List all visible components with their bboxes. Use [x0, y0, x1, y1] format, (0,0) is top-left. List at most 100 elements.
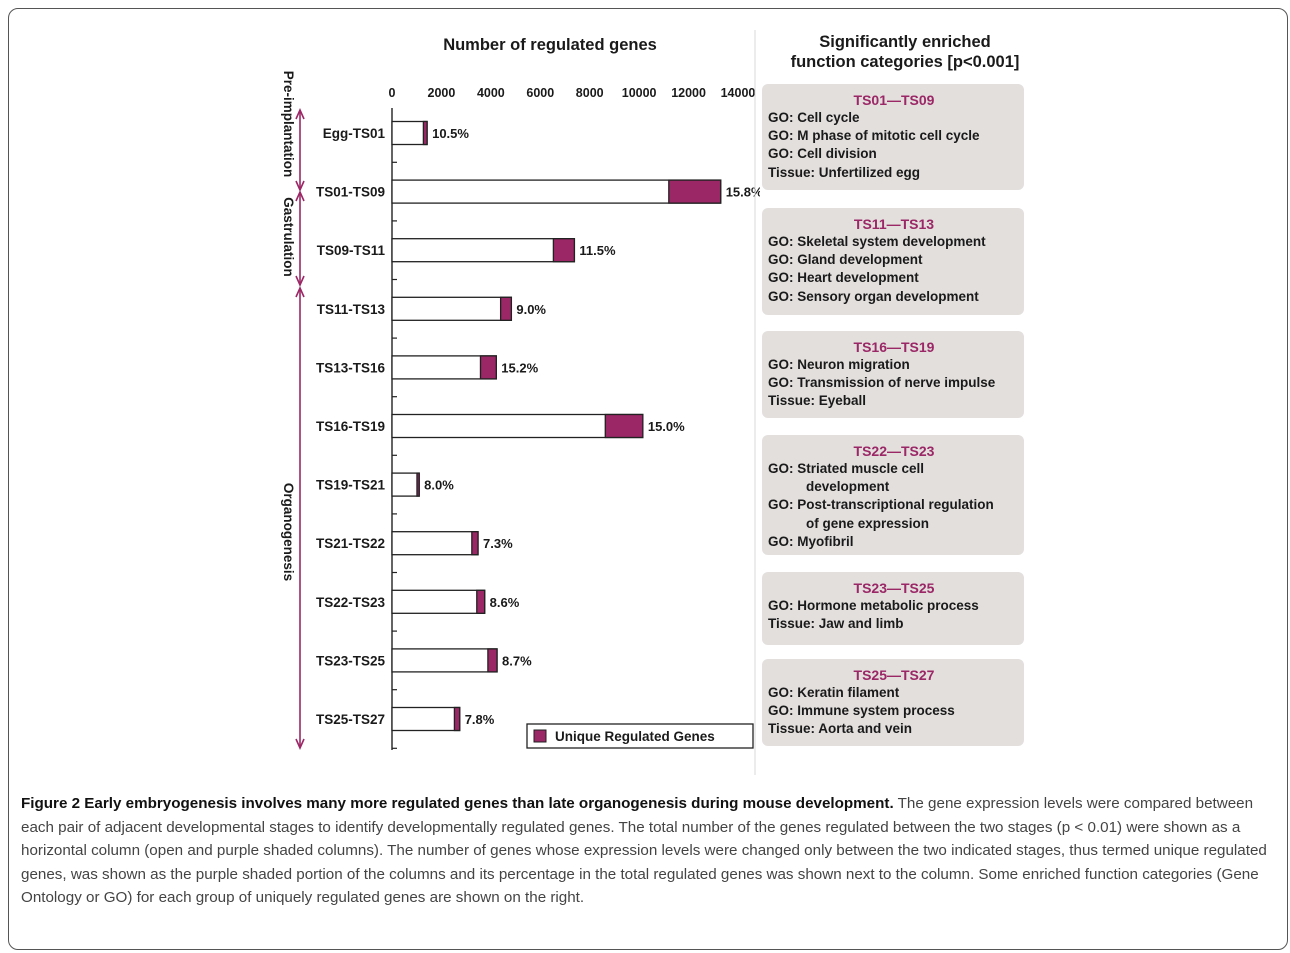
go-term: GO: Gland development [768, 252, 923, 268]
x-tick-label: 2000 [428, 86, 456, 100]
bar-unique [552, 238, 576, 263]
legend-box [526, 723, 754, 749]
go-term: GO: Heart development [768, 270, 919, 286]
phase-arrow-organogenesis-head-bottom [295, 738, 305, 750]
bar-total [391, 531, 479, 556]
phase-arrow-gastrulation-head-top [295, 190, 305, 202]
x-tick-label: 0 [389, 86, 396, 100]
go-term: Tissue: Eyeball [768, 393, 867, 409]
bar-total [391, 120, 428, 146]
bar-total [391, 589, 486, 614]
phase-label-preimplantation: Pre-implantation [281, 71, 296, 178]
go-term: GO: Keratin filament [768, 685, 900, 700]
caption-title: Figure 2 Early embryogenesis involves ma… [21, 795, 894, 812]
bar-unique [453, 706, 461, 732]
go-term: GO: Post-transcriptional regulation [768, 497, 994, 513]
bar-chart: 0 2000 4000 6000 8000 10000 12000 14000 Egg-TS01… [281, 30, 760, 775]
category-label: TS22-TS23 [316, 595, 386, 610]
go-term: GO: Hormone metabolic process [768, 598, 979, 613]
x-tick-label: 14000 [721, 86, 756, 100]
percent-label: 8.0% [424, 478, 454, 493]
go-box-header: TS11—TS13 [853, 216, 935, 232]
percent-label: 15.2% [501, 360, 538, 375]
go-panel-title-line1: Significantly enriched [819, 33, 991, 51]
go-box: TS16—TS19 GO: Neuron migration GO: Transmi… [762, 331, 1024, 418]
go-box-header: TS16—TS19 [853, 339, 935, 355]
category-label: TS25-TS27 [316, 712, 385, 727]
percent-label: 9.0% [516, 302, 546, 317]
category-label: Egg-TS01 [323, 126, 386, 141]
legend-label: Unique Regulated Genes [555, 729, 715, 744]
category-label: TS23-TS25 [316, 653, 386, 668]
go-term: GO: M phase of mitotic cell cycle [768, 128, 980, 144]
phase-label-organogenesis: Organogenesis [281, 483, 296, 581]
go-term: development [806, 479, 890, 495]
go-box: TS25—TS27 GO: Keratin filament GO: Immune … [762, 659, 1024, 746]
bar-total [391, 238, 576, 263]
bar-total [391, 472, 420, 497]
bar-unique [604, 413, 644, 439]
go-term: GO: Cell division [768, 146, 877, 162]
bar-total [391, 706, 461, 732]
bar-total [391, 296, 513, 321]
bar-total [391, 648, 498, 673]
figure-caption: Figure 2 Early embryogenesis involves ma… [21, 792, 1273, 910]
go-box-header: TS25—TS27 [853, 667, 935, 683]
phase-arrow-organogenesis-head-top [295, 286, 305, 298]
percent-label: 7.3% [483, 536, 513, 551]
percent-label: 8.6% [490, 595, 520, 610]
go-term: GO: Skeletal system development [768, 234, 986, 249]
go-term: of gene expression [806, 515, 930, 531]
percent-label: 15.0% [648, 419, 685, 434]
category-label: TS09-TS11 [317, 243, 386, 258]
percent-label: 7.8% [465, 712, 495, 727]
category-label: TS01-TS09 [316, 185, 385, 200]
phase-arrow-preimplantation-head-top [295, 108, 305, 120]
bar-unique [416, 472, 420, 497]
x-tick-label: 6000 [526, 86, 554, 100]
category-label: TS19-TS21 [316, 478, 386, 493]
percent-label: 15.8% [726, 185, 760, 200]
bar-unique [487, 648, 498, 673]
go-panel-title: Significantly enriched function categori… [770, 32, 1040, 72]
category-label: TS11-TS13 [317, 302, 386, 317]
phase-arrow-gastrulation-head-bottom [295, 275, 305, 287]
go-box: TS22—TS23 GO: Striated muscle cell develop… [762, 435, 1024, 555]
go-box-header: TS01—TS09 [853, 92, 935, 108]
go-box: TS23—TS25 GO: Hormone metabolic process Ti… [762, 572, 1024, 645]
go-term: Tissue: Unfertilized egg [768, 164, 921, 180]
go-panel-title-line2: function categories [p<0.001] [790, 53, 1020, 71]
go-term: GO: Cell cycle [768, 110, 860, 125]
figure-frame [8, 8, 1288, 950]
caption-body: The gene expression levels were compared… [21, 795, 1267, 907]
percent-label: 11.5% [579, 243, 616, 258]
go-box-header: TS22—TS23 [853, 443, 935, 459]
chart-title: Number of regulated genes [443, 36, 657, 54]
percent-label: 10.5% [432, 126, 469, 141]
bar-unique [471, 531, 479, 556]
x-tick-label: 12000 [671, 86, 706, 100]
go-term: GO: Immune system process [768, 703, 955, 719]
legend-swatch [533, 729, 547, 743]
bar-unique [499, 296, 513, 321]
go-term: GO: Myofibril [768, 533, 854, 549]
go-term: Tissue: Aorta and vein [768, 721, 913, 737]
phase-label-gastrulation: Gastrulation [281, 197, 296, 277]
x-tick-label: 10000 [622, 86, 657, 100]
go-term: GO: Transmission of nerve impulse [768, 375, 996, 391]
go-term: GO: Sensory organ development [768, 288, 979, 304]
category-label: TS16-TS19 [316, 419, 385, 434]
x-tick-label: 4000 [477, 86, 505, 100]
go-box: TS01—TS09 GO: Cell cycle GO: M phase of mi… [762, 84, 1024, 190]
bar-unique [668, 179, 722, 204]
go-term: GO: Neuron migration [768, 357, 910, 372]
phase-arrow-preimplantation-head-bottom [295, 180, 305, 192]
category-label: TS21-TS22 [316, 536, 385, 551]
bar-unique [476, 589, 486, 614]
go-term: Tissue: Jaw and limb [768, 616, 904, 632]
go-box-header: TS23—TS25 [853, 580, 935, 596]
percent-label: 8.7% [502, 653, 532, 668]
go-term: GO: Striated muscle cell [768, 461, 925, 476]
go-box: TS11—TS13 GO: Skeletal system development… [762, 208, 1024, 315]
x-tick-label: 8000 [576, 86, 604, 100]
